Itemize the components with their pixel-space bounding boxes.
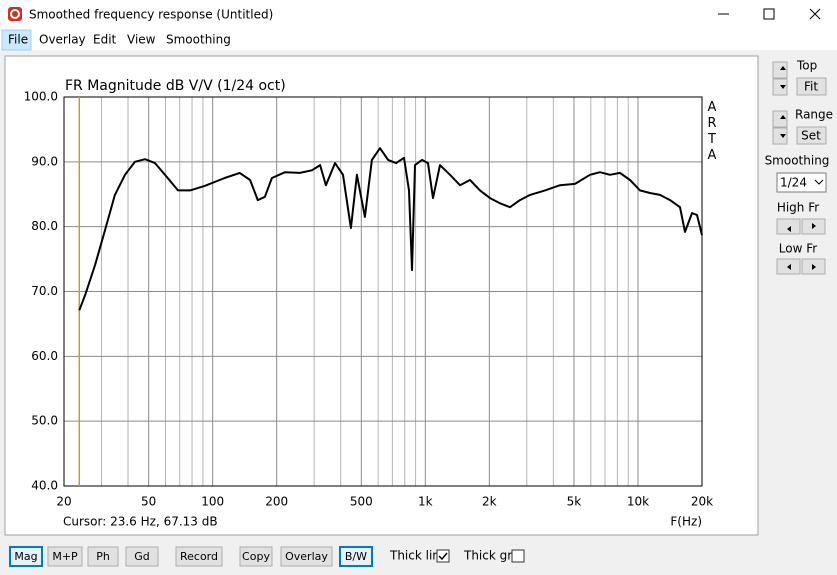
x-axis-label: F(Hz) (670, 515, 702, 529)
menu-bar (0, 30, 837, 50)
range-label: Range (795, 108, 833, 122)
toolbar-button[interactable] (125, 546, 159, 567)
y-tick-label: 70.0 (31, 284, 58, 298)
thick-line-label: Thick line (389, 549, 447, 563)
plot: 20 50 100 200 500 1k 2k 5k 10k 20k 40.0 50.0 60.0 70.… (24, 90, 714, 509)
app-icon-mark (10, 9, 20, 19)
toolbar-button[interactable] (175, 546, 223, 567)
chart-panel (4, 55, 759, 536)
menu-item[interactable]: View (127, 33, 156, 47)
plot-frame (63, 96, 703, 487)
toolbar-button-label: Ph (96, 550, 110, 563)
thick-line-checkbox[interactable] (436, 549, 450, 563)
title-bar (0, 0, 837, 30)
y-tick-label: 40.0 (31, 479, 58, 493)
x-tick-label: 20k (691, 495, 713, 509)
x-tick-label: 20 (56, 495, 71, 509)
menu-item[interactable]: Edit (93, 33, 117, 47)
toolbar-button[interactable] (47, 546, 83, 567)
toolbar-button[interactable] (280, 546, 333, 567)
toolbar-button[interactable] (87, 546, 119, 567)
x-tick-label: 10k (627, 495, 649, 509)
y-tick-label: 50.0 (31, 414, 58, 428)
top-label: Top (796, 59, 817, 73)
fit-label: Fit (804, 80, 818, 94)
y-tick-label: 90.0 (31, 154, 58, 168)
y-tick-label: 60.0 (31, 349, 58, 363)
x-tick-label: 2k (482, 495, 497, 509)
chart-title: FR Magnitude dB V/V (1/24 oct) (65, 78, 286, 94)
fit-button[interactable] (796, 77, 827, 96)
response-curve (78, 147, 703, 311)
smoothing-label: Smoothing (765, 154, 830, 168)
x-tick-label: 5k (567, 495, 582, 509)
toolbar: Mag M+P Ph Gd Record Copy Overlay B/W (9, 546, 373, 567)
side-panel: Top Fit Range Set Smoothing 1/24 High Fr… (765, 59, 833, 275)
menu-item[interactable]: Overlay (39, 33, 86, 47)
top-down[interactable] (772, 78, 788, 96)
toolbar-button-label: Record (180, 550, 218, 563)
smoothing-value: 1/24 (780, 176, 807, 190)
toolbar-button-label: Gd (134, 550, 150, 563)
thick-grid-checkbox[interactable] (511, 549, 525, 563)
toolbar-button[interactable] (239, 546, 273, 567)
set-button[interactable] (796, 126, 827, 145)
arrows (780, 66, 816, 270)
close-button[interactable] (809, 8, 821, 20)
set-label: Set (801, 129, 821, 143)
menu: File Overlay Edit View Smoothing (1, 29, 231, 51)
toolbar-button-label: Copy (242, 550, 270, 563)
menu-item[interactable]: File (8, 33, 28, 47)
low-fr-label: Low Fr (779, 242, 817, 256)
toolbar-button-label: M+P (52, 550, 78, 563)
window-title: Smoothed frequency response (Untitled) (29, 8, 273, 22)
y-tick-label: 80.0 (31, 219, 58, 233)
x-tick-label: 500 (350, 495, 373, 509)
watermark: ARTA (705, 100, 720, 164)
toolbar-button-label: B/W (345, 550, 367, 563)
high-fr-label: High Fr (777, 201, 819, 215)
menu-highlight (1, 29, 32, 51)
thick-grid-label: Thick grid (463, 549, 523, 563)
smoothing-combo[interactable] (776, 172, 827, 193)
combo-arrow (814, 179, 824, 185)
menu-item[interactable]: Smoothing (166, 33, 231, 47)
range-down[interactable] (772, 127, 788, 145)
x-tick-label: 200 (265, 495, 288, 509)
maximize-button[interactable] (763, 8, 775, 20)
x-tick-label: 1k (418, 495, 433, 509)
toolbar-button-label: Overlay (285, 550, 328, 563)
toolbar-button[interactable] (339, 546, 373, 567)
toolbar-button-label: Mag (14, 550, 37, 563)
y-tick-label: 100.0 (24, 90, 58, 104)
x-tick-label: 50 (141, 495, 156, 509)
toolbar-button[interactable] (9, 546, 43, 567)
check-mark (438, 552, 448, 561)
cursor-readout: Cursor: 23.6 Hz, 67.13 dB (63, 515, 218, 529)
high-fr-left[interactable] (776, 218, 801, 235)
x-tick-label: 100 (201, 495, 224, 509)
